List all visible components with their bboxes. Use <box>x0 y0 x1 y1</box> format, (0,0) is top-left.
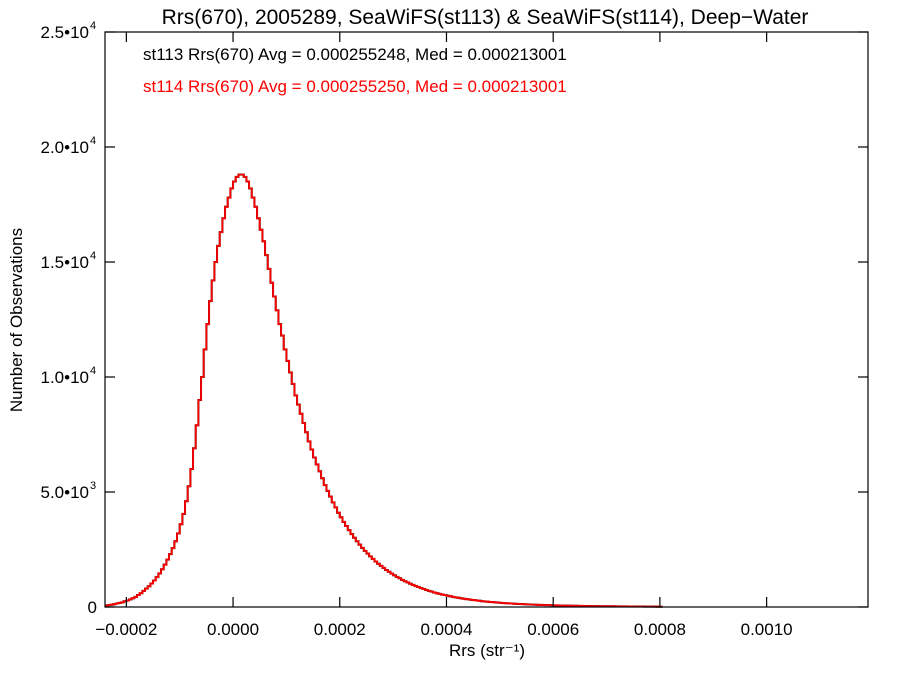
x-tick-label: −0.0002 <box>95 620 157 639</box>
legend-entry-st114: st114 Rrs(670) Avg = 0.000255250, Med = … <box>143 77 567 96</box>
y-tick-label-exponent: 4 <box>90 135 96 147</box>
y-tick-label-exponent: 4 <box>90 20 96 32</box>
y-tick-label-exponent: 4 <box>90 365 96 377</box>
plot-frame <box>104 31 869 608</box>
x-tick-label: 0.0002 <box>314 620 366 639</box>
x-tick-label: 0.0008 <box>634 620 686 639</box>
legend-entry-st113: st113 Rrs(670) Avg = 0.000255248, Med = … <box>143 45 567 64</box>
x-tick-label: 0.0004 <box>420 620 472 639</box>
y-axis-ticks: 05.0•10 31.0•10 41.5•10 42.0•10 42.5•10 4 <box>41 20 868 617</box>
series-line-st114 <box>105 173 663 608</box>
x-tick-label: 0.0006 <box>527 620 579 639</box>
x-axis-label: Rrs (str⁻¹) <box>449 641 525 660</box>
y-tick-label: 2.5•10 <box>41 23 90 42</box>
y-tick-label-exponent: 4 <box>90 250 96 262</box>
y-tick-label: 1.5•10 <box>41 253 90 272</box>
y-tick-label: 2.0•10 <box>41 138 90 157</box>
x-axis-ticks: −0.0002 0.0000 0.0002 0.0004 0.0006 0.0008 0.0… <box>95 32 793 639</box>
y-axis-label: Number of Observations <box>7 228 26 412</box>
x-tick-label: 0.0010 <box>741 620 793 639</box>
x-tick-label: 0.0000 <box>207 620 259 639</box>
plot-area: −0.0002 0.0000 0.0002 0.0004 0.0006 0.0008 0.0… <box>41 20 869 639</box>
chart-title: Rrs(670), 2005289, SeaWiFS(st113) & SeaW… <box>162 6 809 29</box>
y-tick-label-exponent: 3 <box>90 480 96 492</box>
series-layer <box>105 173 663 608</box>
y-tick-label: 0 <box>88 598 97 617</box>
y-tick-label: 1.0•10 <box>41 368 90 387</box>
y-tick-label: 5.0•10 <box>41 483 90 502</box>
